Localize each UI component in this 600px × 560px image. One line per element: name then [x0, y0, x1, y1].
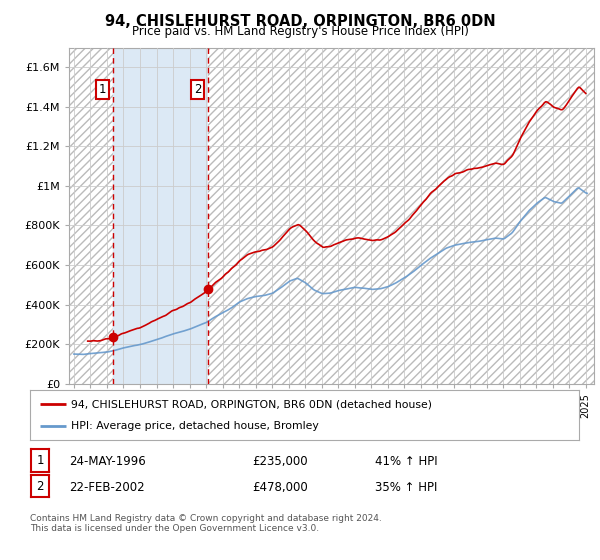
Text: Price paid vs. HM Land Registry's House Price Index (HPI): Price paid vs. HM Land Registry's House … [131, 25, 469, 38]
Text: 1: 1 [99, 83, 106, 96]
Text: 94, CHISLEHURST ROAD, ORPINGTON, BR6 0DN: 94, CHISLEHURST ROAD, ORPINGTON, BR6 0DN [104, 14, 496, 29]
Bar [208, 48, 594, 384]
Bar [113, 48, 208, 384]
Text: 2: 2 [194, 83, 201, 96]
Text: 22-FEB-2002: 22-FEB-2002 [69, 480, 145, 494]
Text: 1: 1 [37, 454, 44, 467]
Text: 41% ↑ HPI: 41% ↑ HPI [375, 455, 437, 468]
Text: 2: 2 [37, 479, 44, 493]
Text: Contains HM Land Registry data © Crown copyright and database right 2024.
This d: Contains HM Land Registry data © Crown c… [30, 514, 382, 534]
Bar [69, 48, 113, 384]
Text: 94, CHISLEHURST ROAD, ORPINGTON, BR6 0DN (detached house): 94, CHISLEHURST ROAD, ORPINGTON, BR6 0DN… [71, 399, 432, 409]
Text: £478,000: £478,000 [252, 480, 308, 494]
Text: £235,000: £235,000 [252, 455, 308, 468]
Text: 35% ↑ HPI: 35% ↑ HPI [375, 480, 437, 494]
Text: HPI: Average price, detached house, Bromley: HPI: Average price, detached house, Brom… [71, 421, 319, 431]
Text: 24-MAY-1996: 24-MAY-1996 [69, 455, 146, 468]
